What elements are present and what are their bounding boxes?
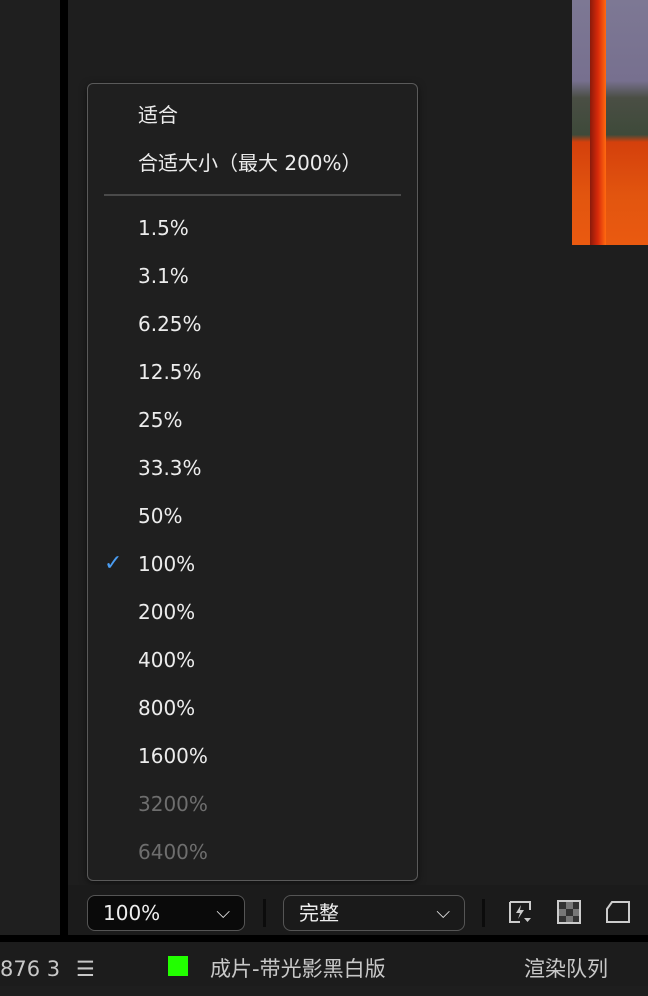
transparency-grid-icon[interactable] <box>557 900 581 924</box>
mask-outline-icon[interactable] <box>605 900 630 924</box>
menu-item-fit[interactable]: 适合 <box>138 103 178 127</box>
menu-item-label: 200% <box>138 600 196 624</box>
menu-item-zoom-level[interactable]: 6.25% <box>138 309 202 339</box>
menu-item-zoom-level[interactable]: 400% <box>138 645 195 675</box>
viewer-toolbar: 100% ⌵ 完整 ⌵ <box>68 885 648 935</box>
status-left-text: 876 3 <box>0 957 61 981</box>
menu-item-label: 25% <box>138 408 183 432</box>
menu-item-zoom-level[interactable]: 1600% <box>138 741 208 771</box>
menu-item-label: 400% <box>138 648 196 672</box>
toolbar-divider <box>263 899 266 927</box>
status-bar: 876 3 ☰ 成片-带光影黑白版 渲染队列 <box>0 942 648 986</box>
render-queue-tab[interactable]: 渲染队列 <box>524 957 608 981</box>
hamburger-menu-icon[interactable]: ☰ <box>76 957 95 981</box>
menu-item-zoom-level[interactable]: 1.5% <box>138 213 189 243</box>
menu-item-zoom-level[interactable]: 800% <box>138 693 195 723</box>
resolution-value: 完整 <box>299 901 339 925</box>
resolution-select[interactable]: 完整 ⌵ <box>283 895 465 931</box>
zoom-dropdown-menu: 适合 合适大小（最大 200%） 1.5% 3.1% 6.25% 12.5% 25% 33… <box>87 83 418 881</box>
toolbar-divider <box>482 899 485 927</box>
menu-item-zoom-level[interactable]: 33.3% <box>138 453 202 483</box>
menu-item-label: 50% <box>138 504 183 528</box>
menu-item-label: 800% <box>138 696 196 720</box>
zoom-value: 100% <box>103 901 161 925</box>
left-panel <box>0 0 60 936</box>
composition-preview-image <box>572 0 648 245</box>
comp-tab-name[interactable]: 成片-带光影黑白版 <box>210 957 386 981</box>
menu-item-zoom-level: 3200% <box>138 789 208 819</box>
menu-item-label: 3.1% <box>138 264 189 288</box>
menu-item-label: 100% <box>138 552 196 576</box>
menu-item-zoom-level: 6400% <box>138 837 208 867</box>
menu-item-zoom-level[interactable]: 25% <box>138 405 182 435</box>
menu-item-label: 12.5% <box>138 360 202 384</box>
menu-item-zoom-level[interactable]: ✓ 100% <box>104 549 196 579</box>
menu-item-label: 6.25% <box>138 312 202 336</box>
menu-item-label: 1.5% <box>138 216 189 240</box>
menu-item-label: 6400% <box>138 840 208 864</box>
menu-separator <box>104 194 401 196</box>
menu-item-label: 1600% <box>138 744 208 768</box>
menu-item-zoom-level[interactable]: 200% <box>138 597 195 627</box>
panel-divider[interactable] <box>60 0 68 936</box>
menu-item-label: 3200% <box>138 792 208 816</box>
menu-item-fit-up-to-200[interactable]: 合适大小（最大 200%） <box>138 151 362 175</box>
comp-color-label[interactable] <box>168 956 188 976</box>
chevron-down-icon: ⌵ <box>436 902 450 923</box>
menu-item-zoom-level[interactable]: 3.1% <box>138 261 189 291</box>
zoom-select[interactable]: 100% ⌵ <box>87 895 245 931</box>
menu-item-zoom-level[interactable]: 12.5% <box>138 357 202 387</box>
fast-preview-icon[interactable] <box>508 900 532 924</box>
menu-item-label: 33.3% <box>138 456 202 480</box>
checkmark-icon: ✓ <box>104 551 123 576</box>
menu-item-zoom-level[interactable]: 50% <box>138 501 182 531</box>
chevron-down-icon: ⌵ <box>216 902 230 923</box>
